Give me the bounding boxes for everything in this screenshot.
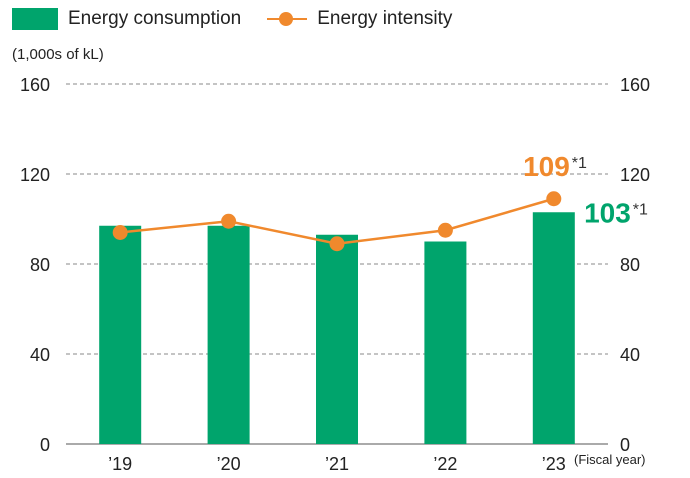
- x-tick-label: ’21: [325, 454, 349, 474]
- legend-label-consumption: Energy consumption: [68, 8, 242, 29]
- y-tick-right-120: 120: [620, 165, 650, 185]
- legend-bar-swatch: [12, 8, 58, 30]
- y-tick-left-80: 80: [30, 255, 50, 275]
- legend-label-intensity: Energy intensity: [317, 8, 453, 29]
- bar-energy-consumption: [99, 225, 142, 444]
- y-tick-right-80: 80: [620, 255, 640, 275]
- bar-energy-consumption: [532, 212, 575, 444]
- chart-legend: Energy consumption Energy intensity: [12, 8, 452, 30]
- bar-energy-consumption: [424, 241, 467, 444]
- y-axis-unit-label: (1,000s of kL): [12, 46, 104, 63]
- point-energy-intensity: [221, 213, 237, 229]
- legend-item-intensity: Energy intensity: [241, 8, 452, 30]
- x-tick-label: ’22: [433, 454, 457, 474]
- legend-line-swatch: [267, 8, 308, 30]
- x-tick-label: ’23: [542, 454, 566, 474]
- y-tick-right-0: 0: [620, 435, 630, 455]
- consumption-footnote-mark: *1: [633, 201, 648, 218]
- x-tick-label: ’20: [217, 454, 241, 474]
- y-tick-right-160: 160: [620, 75, 650, 95]
- point-energy-intensity: [329, 236, 345, 252]
- point-energy-intensity: [546, 191, 562, 207]
- y-tick-left-0: 0: [40, 435, 50, 455]
- bar-energy-consumption: [316, 234, 358, 444]
- y-tick-right-40: 40: [620, 345, 640, 365]
- bar-energy-consumption: [207, 225, 250, 444]
- legend-item-consumption: Energy consumption: [12, 8, 241, 30]
- point-energy-intensity: [437, 222, 453, 238]
- intensity-footnote-mark: *1: [572, 155, 587, 172]
- intensity-value-label: 109: [523, 151, 570, 182]
- consumption-value-label: 103: [584, 197, 631, 228]
- y-tick-left-40: 40: [30, 345, 50, 365]
- x-tick-label: ’19: [108, 454, 132, 474]
- y-tick-left-120: 120: [20, 165, 50, 185]
- y-tick-left-160: 160: [20, 75, 50, 95]
- point-energy-intensity: [112, 225, 128, 240]
- x-axis-note: (Fiscal year): [574, 452, 646, 467]
